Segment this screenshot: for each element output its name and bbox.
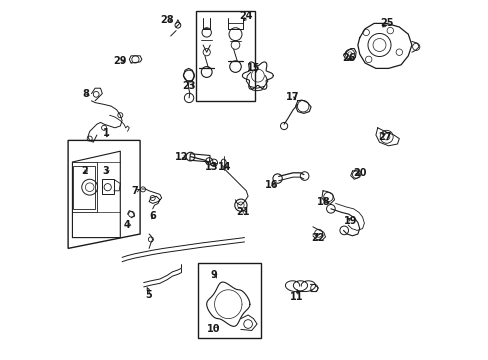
Text: 13: 13 (205, 162, 219, 172)
Text: 17: 17 (286, 92, 299, 102)
Text: 28: 28 (160, 15, 174, 25)
Text: 21: 21 (236, 207, 249, 217)
Text: 14: 14 (218, 162, 231, 172)
Text: 18: 18 (316, 197, 330, 207)
Bar (73, 166, 95, 209)
Bar (189, 154, 210, 162)
Text: 4: 4 (124, 220, 131, 230)
Text: 25: 25 (379, 18, 393, 28)
Text: 29: 29 (113, 56, 127, 66)
Text: 16: 16 (264, 180, 278, 190)
Text: 9: 9 (210, 270, 217, 280)
Text: 5: 5 (145, 290, 152, 300)
Text: 3: 3 (102, 166, 109, 176)
Bar (197, 263, 260, 338)
Text: 12: 12 (174, 152, 188, 162)
Text: 2: 2 (81, 166, 87, 176)
Text: 1: 1 (102, 128, 109, 138)
Text: 22: 22 (311, 233, 325, 243)
Text: 15: 15 (246, 63, 260, 73)
Text: 6: 6 (149, 211, 156, 221)
Text: 19: 19 (343, 216, 357, 226)
Text: 11: 11 (289, 292, 303, 302)
Text: 27: 27 (377, 132, 391, 142)
Bar (196, 11, 255, 101)
Text: 8: 8 (82, 89, 89, 99)
Text: 10: 10 (207, 324, 220, 334)
Text: 24: 24 (239, 11, 252, 21)
Text: 23: 23 (182, 81, 195, 91)
Text: 7: 7 (131, 186, 138, 196)
Text: 26: 26 (342, 53, 355, 63)
Text: 20: 20 (352, 168, 366, 178)
Bar (102, 179, 114, 194)
